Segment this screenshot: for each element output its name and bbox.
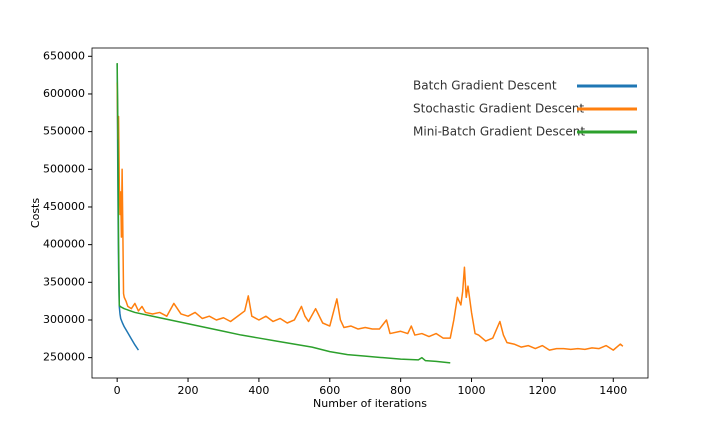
y-tick-label: 450000: [43, 200, 85, 213]
y-tick-label: 500000: [43, 162, 85, 175]
line-series: [116, 63, 451, 364]
x-tick-label: 600: [319, 384, 340, 397]
legend-label: Stochastic Gradient Descent: [413, 102, 584, 116]
x-tick-label: 400: [248, 384, 269, 397]
x-tick-label: 1400: [599, 384, 627, 397]
plot-frame: [91, 47, 649, 379]
legend-label: Batch Gradient Descent: [413, 79, 557, 93]
y-axis-label: Costs: [29, 198, 42, 228]
x-tick-label: 200: [178, 384, 199, 397]
x-axis-label: Number of iterations: [313, 397, 427, 410]
x-tick-label: 1200: [528, 384, 556, 397]
x-tick-label: 800: [390, 384, 411, 397]
y-tick-label: 350000: [43, 275, 85, 288]
x-tick-label: 0: [114, 384, 121, 397]
y-tick-label: 250000: [43, 351, 85, 364]
line-series: [116, 82, 624, 351]
y-tick-label: 300000: [43, 313, 85, 326]
y-tick-label: 600000: [43, 87, 85, 100]
y-tick-label: 400000: [43, 238, 85, 251]
x-tick-label: 1000: [458, 384, 486, 397]
legend-label: Mini-Batch Gradient Descent: [413, 125, 585, 139]
y-tick-label: 550000: [43, 125, 85, 138]
y-tick-label: 650000: [43, 49, 85, 62]
